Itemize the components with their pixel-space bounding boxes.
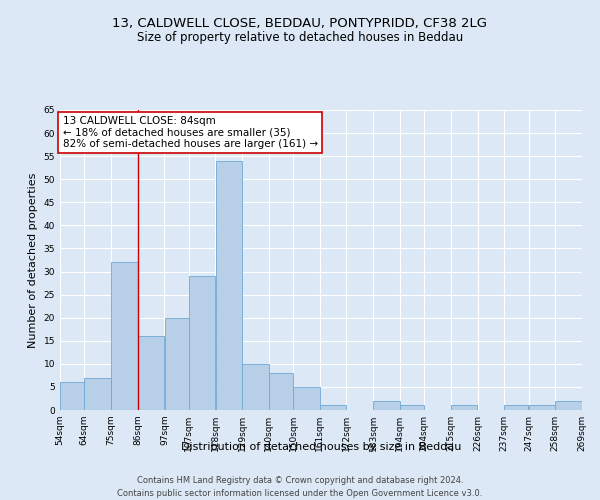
Text: 13 CALDWELL CLOSE: 84sqm
← 18% of detached houses are smaller (35)
82% of semi-d: 13 CALDWELL CLOSE: 84sqm ← 18% of detach… — [62, 116, 318, 149]
Bar — [189, 276, 215, 410]
Bar — [138, 336, 164, 410]
Y-axis label: Number of detached properties: Number of detached properties — [28, 172, 38, 348]
Bar — [60, 382, 84, 410]
Bar — [373, 401, 400, 410]
Text: Distribution of detached houses by size in Beddau: Distribution of detached houses by size … — [181, 442, 461, 452]
Bar — [85, 378, 111, 410]
Bar — [111, 262, 137, 410]
Text: Contains HM Land Registry data © Crown copyright and database right 2024.: Contains HM Land Registry data © Crown c… — [137, 476, 463, 485]
Bar — [451, 406, 478, 410]
Text: Contains public sector information licensed under the Open Government Licence v3: Contains public sector information licen… — [118, 489, 482, 498]
Bar — [164, 318, 188, 410]
Bar — [269, 373, 293, 410]
Text: Size of property relative to detached houses in Beddau: Size of property relative to detached ho… — [137, 31, 463, 44]
Bar — [400, 406, 424, 410]
Bar — [556, 401, 582, 410]
Bar — [505, 406, 529, 410]
Bar — [242, 364, 269, 410]
Bar — [293, 387, 320, 410]
Bar — [215, 161, 242, 410]
Bar — [529, 406, 555, 410]
Text: 13, CALDWELL CLOSE, BEDDAU, PONTYPRIDD, CF38 2LG: 13, CALDWELL CLOSE, BEDDAU, PONTYPRIDD, … — [113, 18, 487, 30]
Bar — [320, 406, 346, 410]
